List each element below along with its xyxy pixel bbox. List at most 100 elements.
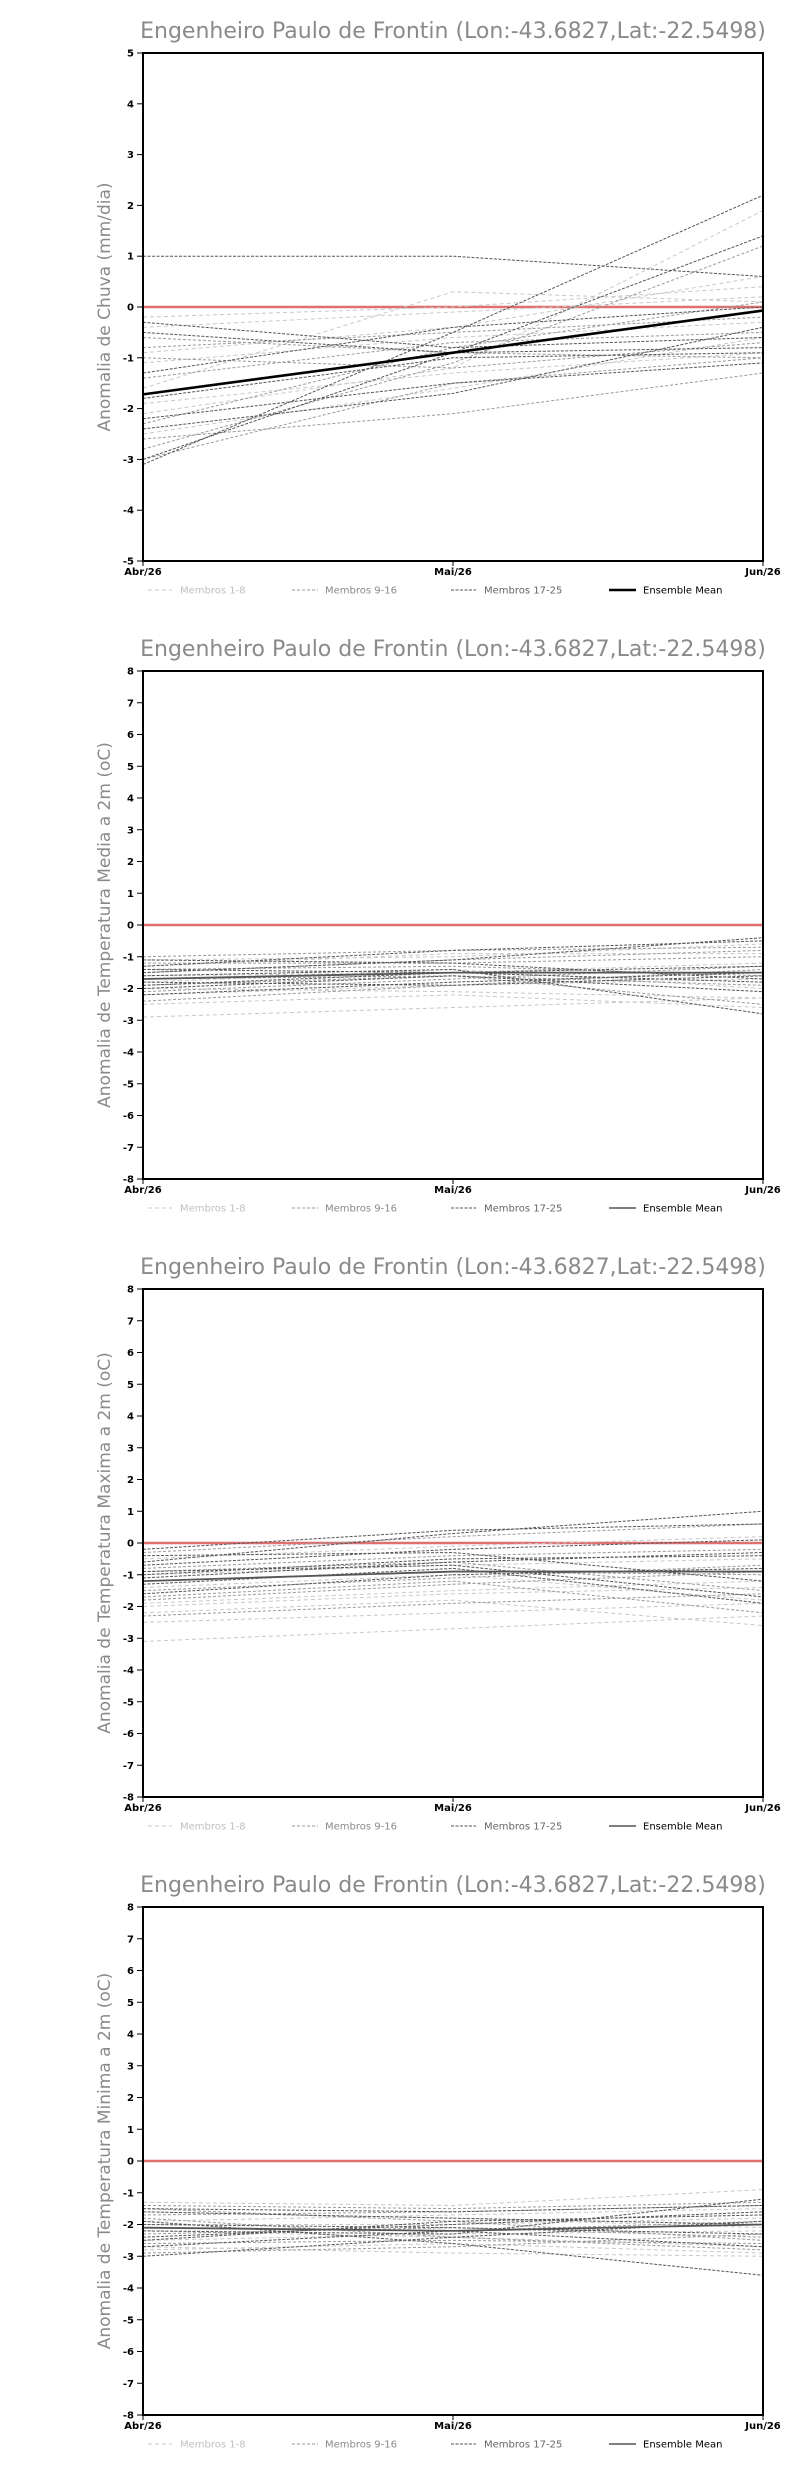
chart-panel-2: Engenheiro Paulo de Frontin (Lon:-43.682…	[95, 637, 781, 1215]
member-line-1	[142, 997, 764, 1018]
x-tick-label: Abr/26	[124, 567, 161, 578]
legend-label-2: Membros 9-16	[325, 586, 397, 597]
member-line-20	[142, 1567, 764, 1604]
y-tick-label: 3	[127, 1443, 134, 1454]
y-tick-label: -6	[123, 1111, 134, 1122]
member-line-18	[142, 1523, 764, 1550]
y-tick-label: 5	[127, 1380, 134, 1391]
y-tick-label: 6	[127, 730, 134, 741]
member-line-11	[142, 946, 764, 958]
y-tick-label: 1	[127, 2125, 134, 2136]
member-line-9	[142, 301, 764, 425]
y-tick-label: -3	[123, 2252, 134, 2263]
legend-label-4: Ensemble Mean	[643, 586, 722, 597]
member-line-18	[142, 194, 764, 465]
ensemble-mean-line	[142, 1570, 763, 1582]
y-tick-label: 0	[127, 921, 134, 932]
legend-label-2: Membros 9-16	[325, 1822, 397, 1833]
x-tick-label: Jun/26	[744, 1185, 781, 1196]
member-line-19	[142, 235, 764, 460]
member-line-18	[142, 968, 764, 1015]
y-tick-label: 4	[127, 794, 134, 805]
y-tick-label: -1	[123, 2188, 134, 2199]
y-tick-label: -6	[123, 1729, 134, 1740]
chart-panel-3: Engenheiro Paulo de Frontin (Lon:-43.682…	[95, 1255, 781, 1833]
member-line-24	[142, 352, 764, 399]
y-tick-label: 8	[127, 667, 134, 678]
y-tick-label: 2	[127, 2093, 134, 2104]
y-tick-label: 5	[127, 49, 134, 60]
y-tick-label: 7	[127, 1316, 134, 1327]
chart-title: Engenheiro Paulo de Frontin (Lon:-43.682…	[140, 637, 766, 662]
y-tick-label: 0	[127, 303, 134, 314]
y-axis-label: Anomalia de Temperatura Maxima a 2m (oC)	[95, 1352, 115, 1734]
y-tick-label: 3	[127, 150, 134, 161]
plot-frame	[142, 670, 764, 1180]
x-tick-label: Abr/26	[124, 2421, 161, 2432]
member-line-21	[142, 321, 764, 349]
y-tick-label: 6	[127, 1348, 134, 1359]
y-tick-label: -4	[123, 1666, 134, 1677]
y-tick-label: 0	[127, 1539, 134, 1550]
member-line-14	[142, 1564, 764, 1592]
member-line-4	[142, 2230, 764, 2241]
ensemble-mean-line	[142, 2223, 764, 2232]
member-line-1	[142, 1615, 764, 1642]
y-tick-label: -5	[123, 2315, 134, 2326]
legend-label-3: Membros 17-25	[484, 1822, 562, 1833]
legend-label-4: Ensemble Mean	[643, 1204, 722, 1215]
member-line-6	[142, 321, 764, 364]
member-line-3	[142, 1536, 764, 1560]
y-tick-label: 3	[127, 2061, 134, 2072]
member-line-20	[142, 362, 764, 420]
chart-panel-4: Engenheiro Paulo de Frontin (Lon:-43.682…	[95, 1873, 781, 2451]
y-tick-label: 8	[127, 1285, 134, 1296]
member-line-10	[142, 372, 764, 440]
member-line-9	[142, 949, 764, 974]
member-line-10	[142, 968, 764, 1002]
y-tick-label: 5	[127, 762, 134, 773]
y-tick-label: 7	[127, 1934, 134, 1945]
y-tick-label: 4	[127, 99, 134, 110]
y-tick-label: -7	[123, 1761, 134, 1772]
legend-label-1: Membros 1-8	[180, 2440, 246, 2451]
member-line-4	[142, 1580, 764, 1604]
y-tick-label: -2	[123, 404, 134, 415]
member-line-1	[142, 296, 764, 328]
y-tick-label: -2	[123, 1602, 134, 1613]
member-line-16	[142, 1571, 764, 1601]
member-line-11	[142, 2239, 764, 2245]
y-tick-label: -8	[123, 1175, 134, 1186]
chart-title: Engenheiro Paulo de Frontin (Lon:-43.682…	[140, 1873, 766, 1898]
member-line-25	[142, 2214, 764, 2241]
chart-title: Engenheiro Paulo de Frontin (Lon:-43.682…	[140, 1255, 766, 1280]
x-tick-label: Mai/26	[434, 1803, 472, 1814]
member-line-25	[142, 1564, 764, 1598]
member-line-5	[142, 1599, 764, 1627]
y-tick-label: 3	[127, 825, 134, 836]
x-tick-label: Jun/26	[744, 567, 781, 578]
y-tick-label: 4	[127, 1412, 134, 1423]
y-tick-label: 2	[127, 201, 134, 212]
y-tick-label: 7	[127, 698, 134, 709]
y-tick-label: -1	[123, 1570, 134, 1581]
member-line-13	[142, 2233, 764, 2254]
member-line-12	[142, 1523, 764, 1554]
legend-label-2: Membros 9-16	[325, 1204, 397, 1215]
member-line-16	[142, 316, 764, 349]
member-line-8	[143, 2217, 764, 2225]
y-tick-label: -4	[123, 506, 134, 517]
member-line-8	[142, 352, 764, 405]
y-tick-label: -8	[123, 1793, 134, 1804]
member-line-2	[142, 994, 764, 1009]
member-line-15	[142, 975, 764, 1005]
y-tick-label: 6	[127, 1966, 134, 1977]
plot-frame	[142, 1906, 764, 2416]
ensemble-mean-line	[142, 309, 764, 396]
member-line-13	[142, 1593, 764, 1617]
member-line-7	[142, 2211, 764, 2229]
y-tick-label: -5	[123, 1079, 134, 1090]
member-line-14	[142, 965, 764, 993]
x-tick-label: Jun/26	[744, 2421, 781, 2432]
